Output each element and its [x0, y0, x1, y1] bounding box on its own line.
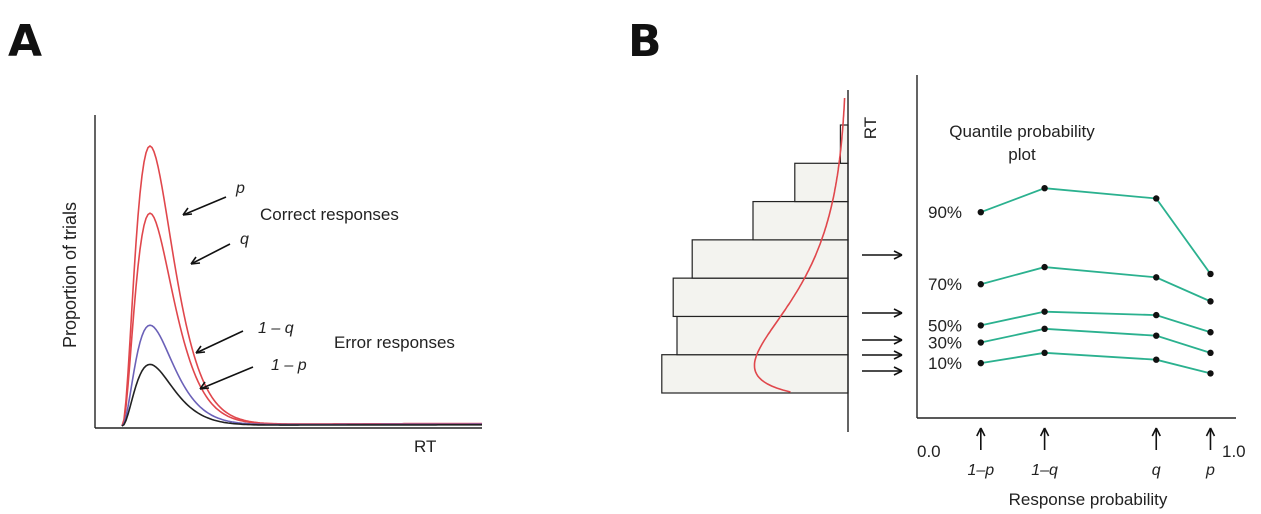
- arrow-1-q: [195, 330, 244, 354]
- quantile-arrowhead-4: [893, 366, 903, 376]
- panel-a-chart: Proportion of trials RT Correct response…: [60, 115, 482, 456]
- error-responses-label: Error responses: [334, 333, 455, 352]
- quantile-line-4: [980, 351, 1211, 375]
- quantile-line-2: [980, 310, 1211, 334]
- quantile-labels: 90% 70% 50%30%10%: [928, 203, 962, 373]
- x-point-label-3: p: [1205, 462, 1215, 479]
- quantile-point: [1153, 332, 1160, 339]
- arrowhead-1-q: [195, 345, 206, 354]
- series-label-p: p: [235, 180, 245, 197]
- quantile-point: [977, 209, 984, 216]
- panel-b-quantile-plot: Quantile probability plot 90% 70% 50%30%10…: [916, 75, 1246, 509]
- quantile-point: [1041, 263, 1048, 271]
- x-tick-1: 1.0: [1222, 442, 1246, 461]
- arrows: [182, 196, 254, 390]
- quantile-label-3: 30%: [928, 334, 962, 353]
- quantile-point: [1207, 349, 1214, 357]
- quantile-label-2: 50%: [928, 316, 962, 335]
- x-point-markers: 1–p 1–q q p: [967, 427, 1216, 479]
- quantile-point: [977, 359, 984, 367]
- quantile-point: [1153, 356, 1160, 363]
- quantile-arrowhead-3: [893, 350, 903, 360]
- x-point-arrowhead-3: [1205, 427, 1216, 437]
- histogram-bar-2: [672, 277, 849, 318]
- series-label-1-q: 1 – q: [258, 320, 294, 337]
- histogram-bar-5: [794, 162, 849, 203]
- x-point-arrowhead-2: [1151, 427, 1161, 437]
- x-point-arrowhead-1: [1039, 427, 1050, 437]
- panel-b-histogram: RT: [661, 90, 903, 432]
- qp-title-line2: plot: [1008, 145, 1036, 164]
- quantile-line-0: [980, 187, 1212, 275]
- quantile-arrows: [862, 250, 903, 376]
- quantile-line-3: [980, 327, 1211, 354]
- quantile-point: [1207, 329, 1214, 336]
- histogram-bars: [661, 124, 849, 394]
- quantile-point: [977, 339, 984, 346]
- histogram-bar-3: [691, 239, 849, 279]
- arrow-q: [190, 243, 231, 265]
- quantile-point: [977, 322, 984, 329]
- quantile-point: [977, 281, 984, 288]
- density-curves: [121, 144, 482, 427]
- y-axis-label: Proportion of trials: [60, 202, 80, 348]
- arrow-1-p: [199, 366, 254, 390]
- arrow-p: [182, 196, 227, 216]
- quantile-label-0: 90%: [928, 203, 962, 222]
- quantile-point: [1153, 195, 1160, 202]
- x-axis-label: RT: [414, 437, 436, 456]
- rt-axis-label: RT: [861, 117, 880, 139]
- x-point-arrowhead-0: [976, 427, 986, 437]
- quantile-line-1: [980, 266, 1211, 303]
- quantile-point: [1041, 184, 1048, 192]
- x-tick-0: 0.0: [917, 442, 941, 461]
- quantile-lines: [977, 184, 1214, 377]
- density-curve-3: [121, 363, 482, 427]
- quantile-point: [1041, 325, 1048, 333]
- density-curve-0: [121, 144, 482, 427]
- histogram-bar-4: [752, 200, 849, 241]
- correct-responses-label: Correct responses: [260, 205, 399, 224]
- quantile-point: [1041, 308, 1048, 315]
- panel-letter-a: A: [8, 16, 42, 67]
- x-point-label-0: 1–p: [967, 462, 994, 479]
- quantile-point: [1153, 311, 1160, 319]
- quantile-point: [1207, 270, 1214, 278]
- arrowhead-q: [190, 256, 201, 265]
- x-point-label-2: q: [1152, 462, 1161, 479]
- arrowhead-1-p: [199, 381, 210, 390]
- quantile-arrowhead-1: [893, 308, 903, 318]
- histogram-bar-1: [676, 315, 849, 356]
- quantile-point: [1207, 370, 1214, 377]
- arrowhead-p: [182, 207, 193, 216]
- quantile-point: [1207, 298, 1214, 305]
- density-curve-1: [121, 212, 482, 427]
- quantile-arrowhead-0: [893, 250, 903, 260]
- qp-title-line1: Quantile probability: [949, 122, 1095, 141]
- series-label-q: q: [240, 231, 249, 248]
- quantile-arrowhead-2: [893, 335, 903, 345]
- x-point-label-1: 1–q: [1031, 462, 1058, 479]
- density-curve: [753, 97, 846, 393]
- quantile-label-4: 10%: [928, 354, 962, 373]
- series-label-1-p: 1 – p: [271, 357, 307, 374]
- quantile-point: [1153, 274, 1160, 281]
- quantile-point: [1041, 349, 1048, 357]
- quantile-label-1: 70%: [928, 275, 962, 294]
- panel-letter-b: B: [628, 16, 662, 67]
- qp-x-axis-label: Response probability: [1009, 490, 1168, 509]
